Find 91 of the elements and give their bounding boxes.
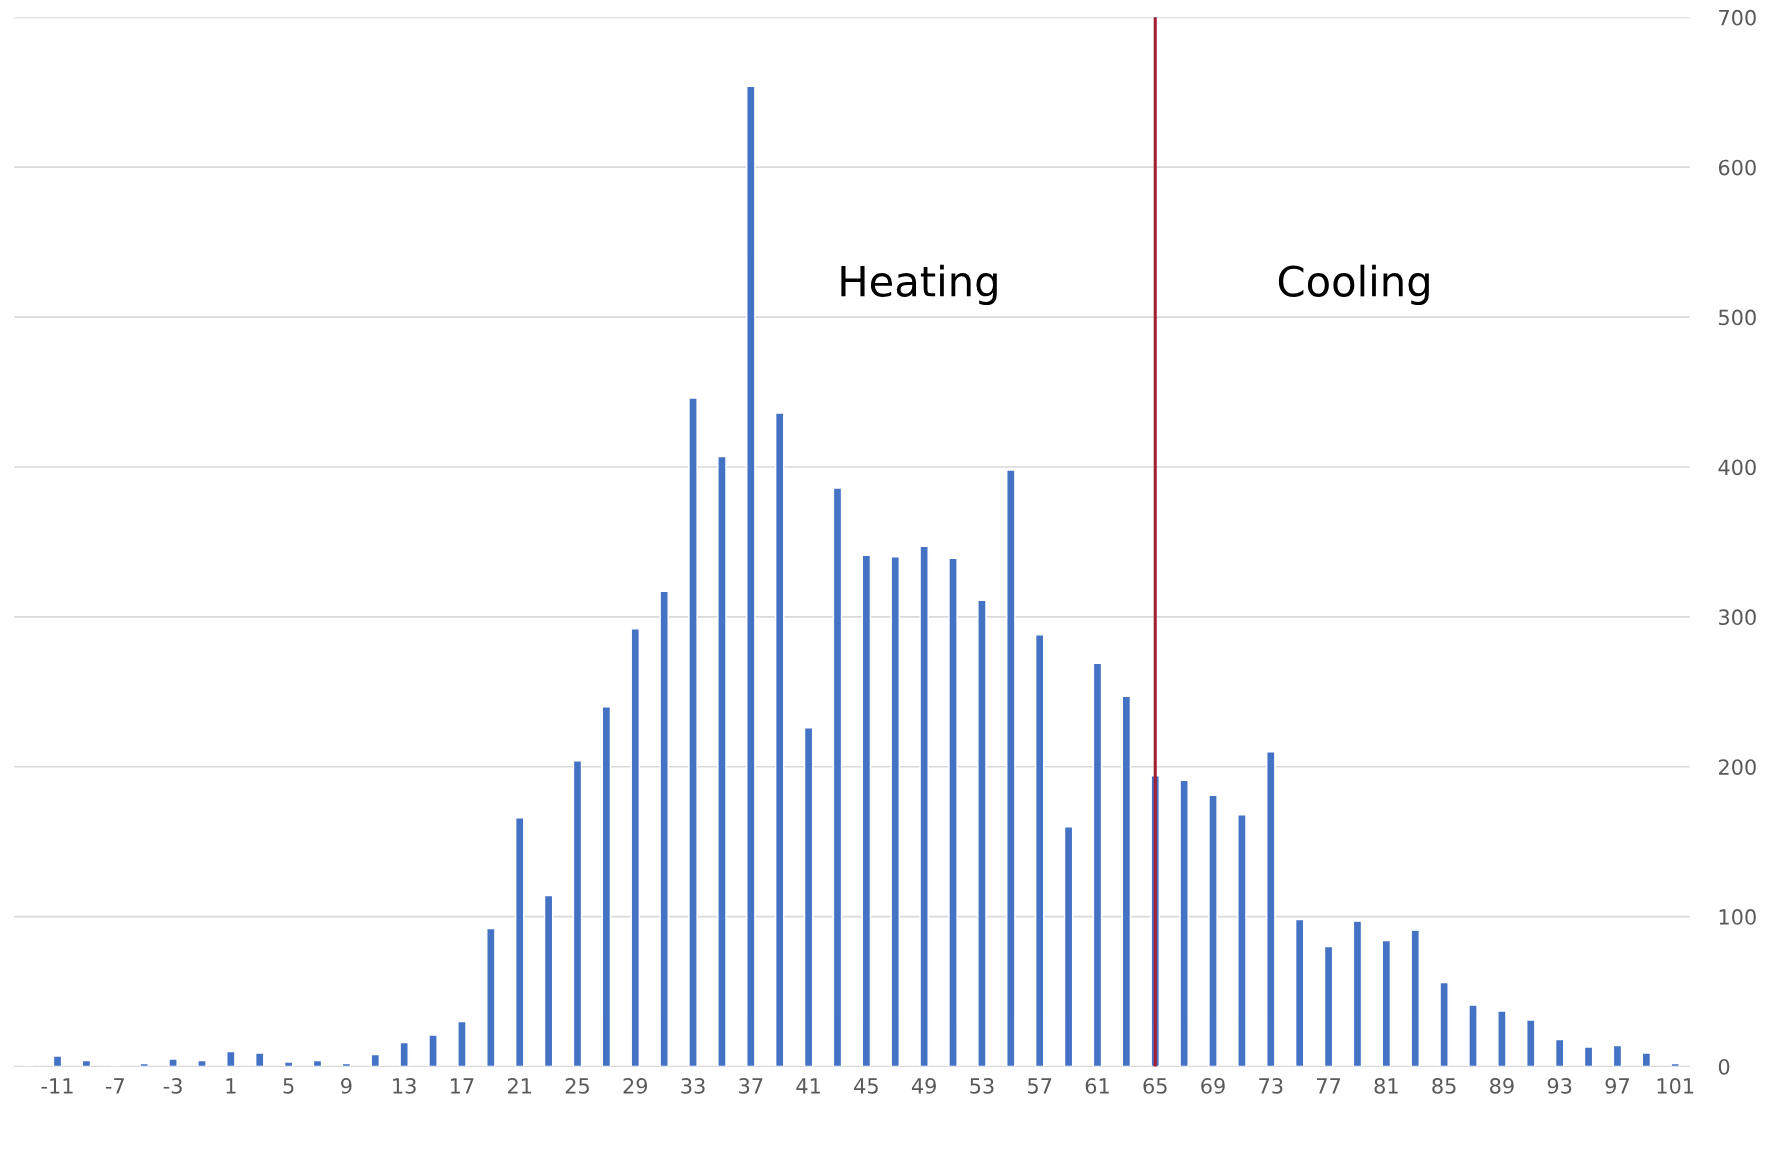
bar (659, 590, 669, 1067)
bar (1294, 918, 1305, 1067)
x-tick-label: 1 (226, 1078, 236, 1094)
bar (717, 455, 727, 1067)
bar (52, 1055, 63, 1067)
bar (803, 727, 814, 1067)
x-tick-label: 17 (450, 1078, 474, 1094)
bar (428, 1034, 438, 1067)
bar (370, 1053, 381, 1067)
bar (1179, 779, 1189, 1067)
bar (1468, 1004, 1478, 1067)
bar (948, 557, 958, 1067)
bar (1352, 920, 1363, 1067)
x-tick-label: 41 (796, 1078, 820, 1094)
x-tick-label: 65 (1143, 1078, 1167, 1094)
bar (746, 85, 756, 1067)
x-tick-label: 81 (1374, 1078, 1398, 1094)
x-tick-label: 57 (1028, 1078, 1052, 1094)
x-tick-label: 13 (393, 1078, 416, 1094)
bar (486, 927, 496, 1067)
x-tick-label: 45 (854, 1078, 878, 1094)
x-tick-label: 21 (507, 1078, 532, 1094)
bar (1439, 981, 1449, 1067)
bar (254, 1052, 265, 1067)
bar (1554, 1038, 1565, 1067)
bar (399, 1041, 409, 1067)
bar (919, 545, 929, 1067)
bar (1410, 929, 1420, 1067)
bar (197, 1059, 207, 1067)
x-tick-label: 73 (1259, 1078, 1283, 1094)
bar (283, 1061, 294, 1067)
bar (1670, 1062, 1680, 1067)
bar (861, 554, 872, 1067)
bar (630, 628, 641, 1067)
bar (168, 1058, 178, 1067)
y-tick-label: 0 (1718, 1058, 1730, 1075)
x-tick-label: -7 (105, 1078, 124, 1094)
x-tick-label: 37 (739, 1078, 763, 1094)
x-tick-label: -3 (163, 1078, 182, 1094)
bar (1266, 751, 1276, 1067)
bar (1381, 939, 1392, 1067)
bar (1641, 1052, 1652, 1067)
bar (1063, 826, 1074, 1067)
x-tick-label: 97 (1605, 1078, 1629, 1094)
x-tick-label: 85 (1432, 1078, 1456, 1094)
x-tick-label: 33 (681, 1078, 705, 1094)
x-tick-label: 5 (283, 1078, 294, 1094)
y-tick-label: 100 (1719, 909, 1756, 925)
bar (832, 487, 843, 1067)
bar (977, 599, 987, 1067)
bar (688, 397, 698, 1067)
bar (1526, 1019, 1536, 1067)
x-tick-label: 25 (565, 1078, 589, 1094)
annotation: Heating (841, 264, 997, 306)
x-tick-label: 29 (623, 1078, 648, 1094)
bar (1208, 794, 1218, 1067)
bar (1612, 1044, 1623, 1067)
bar (1092, 662, 1103, 1067)
x-tick-label: 89 (1490, 1078, 1514, 1094)
bar (1006, 469, 1016, 1067)
bar (226, 1050, 236, 1067)
bar (457, 1020, 467, 1067)
bar (572, 760, 583, 1067)
bar (139, 1062, 149, 1067)
bar (1034, 634, 1045, 1067)
bar (1497, 1010, 1507, 1067)
x-tick-label: 49 (911, 1078, 936, 1094)
bar (890, 556, 900, 1067)
x-tick-label: 93 (1547, 1078, 1572, 1094)
y-tick-label: 300 (1719, 609, 1756, 626)
bar (774, 412, 785, 1067)
bar (543, 894, 554, 1067)
bar (514, 817, 525, 1067)
bar (1121, 695, 1132, 1067)
bar (1237, 814, 1247, 1067)
y-tick-label: 500 (1719, 309, 1756, 326)
x-tick-label: 101 (1657, 1078, 1694, 1094)
x-tick-label: 9 (341, 1078, 352, 1094)
x-tick-label: -11 (41, 1078, 73, 1094)
y-tick-label: 600 (1718, 159, 1756, 176)
y-tick-label: 400 (1718, 459, 1756, 476)
x-tick-label: 69 (1201, 1078, 1225, 1094)
bar (601, 706, 612, 1067)
bar (1583, 1046, 1594, 1067)
bar (1323, 945, 1334, 1067)
y-tick-label: 700 (1719, 9, 1756, 26)
x-tick-label: 61 (1085, 1078, 1109, 1094)
y-tick-label: 200 (1718, 759, 1756, 775)
x-tick-label: 77 (1317, 1078, 1341, 1094)
annotation: Cooling (1278, 264, 1429, 306)
x-tick-label: 53 (970, 1078, 994, 1094)
